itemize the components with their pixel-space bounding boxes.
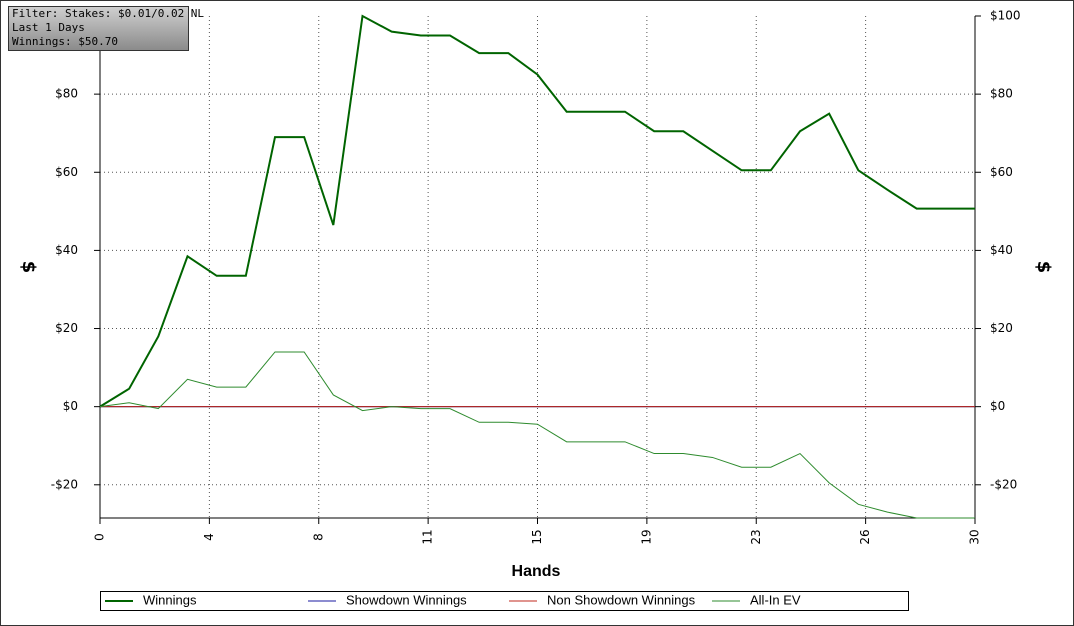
y-tick-label: $40	[55, 243, 78, 257]
y2-tick-label: $0	[990, 399, 1005, 413]
x-tick-label: 0	[93, 533, 107, 541]
legend-label: Showdown Winnings	[346, 592, 467, 607]
x-tick-label: 4	[202, 533, 216, 541]
x-tick-label: 8	[311, 533, 325, 541]
filter-text: Winnings: $50.70	[12, 35, 118, 48]
y-tick-label: $20	[55, 321, 78, 335]
y2-axis-label: $	[1033, 261, 1054, 274]
series-line	[99, 14, 975, 408]
x-tick-label: 23	[749, 529, 763, 544]
y-tick-label: $0	[63, 399, 78, 413]
y-axis-label: $	[18, 261, 39, 274]
x-tick-label: 19	[639, 529, 653, 544]
x-tick-label: 26	[858, 529, 872, 544]
plot-area	[99, 14, 975, 519]
legend	[100, 591, 909, 611]
x-axis-label: Hands	[512, 563, 561, 580]
series-line	[99, 351, 975, 519]
y2-tick-label: $80	[990, 87, 1013, 101]
legend-label: Winnings	[143, 592, 197, 607]
x-tick-label: 30	[968, 529, 982, 544]
y2-tick-label: -$20	[990, 477, 1017, 491]
x-tick-label: 15	[530, 529, 544, 544]
legend-label: All-In EV	[750, 592, 801, 607]
filter-text: Filter: Stakes: $0.01/0.02 NL	[12, 7, 204, 20]
y2-tick-label: $60	[990, 165, 1013, 179]
filter-text: Last 1 Days	[12, 21, 85, 34]
filter-box	[8, 6, 189, 51]
y-tick-label: $80	[55, 87, 78, 101]
x-tick-label: 11	[421, 529, 435, 544]
y-tick-label: $60	[55, 165, 78, 179]
y2-tick-label: $40	[990, 243, 1013, 257]
y2-tick-label: $100	[990, 9, 1021, 23]
y2-tick-label: $20	[990, 321, 1013, 335]
y-tick-label: -$20	[51, 477, 78, 491]
legend-label: Non Showdown Winnings	[547, 592, 696, 607]
